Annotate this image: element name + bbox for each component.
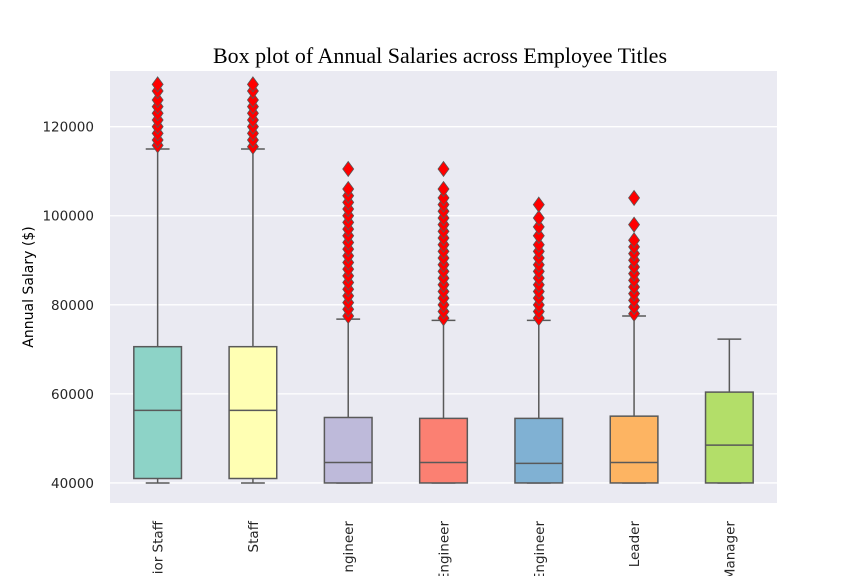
y-tick-labels: 40000 60000 80000 100000 120000 bbox=[42, 120, 94, 492]
outlier-point bbox=[532, 236, 545, 253]
outlier-point bbox=[437, 180, 450, 198]
box-group bbox=[609, 189, 659, 484]
y-tick-label: 80000 bbox=[51, 298, 94, 314]
outlier-point bbox=[628, 232, 641, 249]
outlier-point bbox=[342, 180, 355, 198]
box-group bbox=[228, 76, 278, 484]
box-group bbox=[418, 160, 469, 484]
box-body bbox=[514, 417, 564, 484]
box-group bbox=[704, 338, 754, 484]
outlier-point bbox=[246, 76, 259, 93]
box-body bbox=[704, 391, 754, 484]
outlier-point bbox=[532, 227, 545, 244]
y-tick-label: 120000 bbox=[42, 120, 94, 136]
y-tick-label: 60000 bbox=[51, 387, 94, 403]
box-body bbox=[228, 345, 278, 480]
boxes bbox=[133, 76, 754, 484]
outlier-point bbox=[532, 218, 545, 236]
x-tick-labels: ior Staff Staff ngineer Engineer Engineer Lea… bbox=[151, 520, 739, 576]
outlier-point bbox=[628, 216, 641, 233]
x-tick-label: ngineer bbox=[341, 521, 357, 573]
y-tick-label: 100000 bbox=[42, 209, 94, 225]
box-body bbox=[323, 416, 373, 484]
outlier-point bbox=[532, 209, 545, 227]
outlier-point bbox=[342, 160, 355, 178]
y-tick-label: 40000 bbox=[51, 476, 94, 492]
outlier-point bbox=[437, 189, 450, 207]
box-body bbox=[609, 415, 659, 484]
x-tick-label: Engineer bbox=[437, 521, 453, 576]
outlier-point bbox=[628, 189, 641, 207]
outlier-point bbox=[151, 91, 164, 109]
x-tick-label: Engineer bbox=[532, 521, 548, 576]
outlier-point bbox=[532, 196, 545, 213]
x-tick-label: Manager bbox=[722, 521, 738, 576]
x-tick-label: Staff bbox=[246, 520, 262, 552]
box-group bbox=[133, 76, 183, 484]
box-group bbox=[323, 160, 373, 484]
outlier-point bbox=[437, 160, 450, 178]
box-body bbox=[418, 417, 469, 484]
chart-title: Box plot of Annual Salaries across Emplo… bbox=[213, 43, 667, 68]
y-axis-label: Annual Salary ($) bbox=[21, 226, 37, 347]
outlier-point bbox=[151, 76, 164, 93]
x-tick-label: ior Staff bbox=[151, 520, 167, 574]
box-body bbox=[133, 345, 183, 480]
outlier-point bbox=[246, 91, 259, 109]
x-tick-label: Leader bbox=[627, 521, 643, 568]
box-group bbox=[514, 196, 564, 484]
